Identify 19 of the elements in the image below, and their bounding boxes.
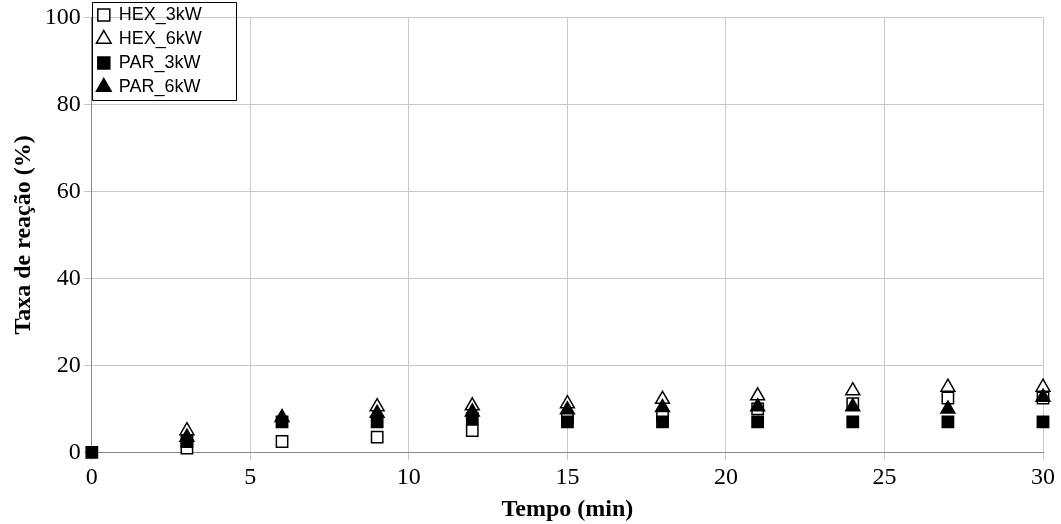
y-axis-title: Taxa de reação (%) <box>8 135 35 335</box>
x-tick-label: 25 <box>872 463 897 490</box>
x-tick-label: 15 <box>555 463 580 490</box>
x-tick-label: 30 <box>1031 463 1055 490</box>
x-tick-label: 20 <box>713 463 738 490</box>
y-tick-label: 100 <box>44 2 81 29</box>
x-axis-title: Tempo (min) <box>501 494 634 521</box>
x-tick-label: 0 <box>85 463 98 490</box>
y-tick-label: 80 <box>56 89 81 116</box>
x-tick-label: 5 <box>244 463 257 490</box>
legend-label: PAR_3kW <box>118 51 201 73</box>
y-tick-label: 0 <box>68 437 81 464</box>
x-tick-label: 10 <box>396 463 421 490</box>
legend-label: PAR_6kW <box>118 75 201 97</box>
legend-label: HEX_6kW <box>118 27 202 49</box>
y-tick-label: 20 <box>56 350 81 377</box>
legend-label: HEX_3kW <box>118 3 202 25</box>
y-tick-label: 40 <box>56 263 81 290</box>
y-tick-label: 60 <box>56 176 81 203</box>
